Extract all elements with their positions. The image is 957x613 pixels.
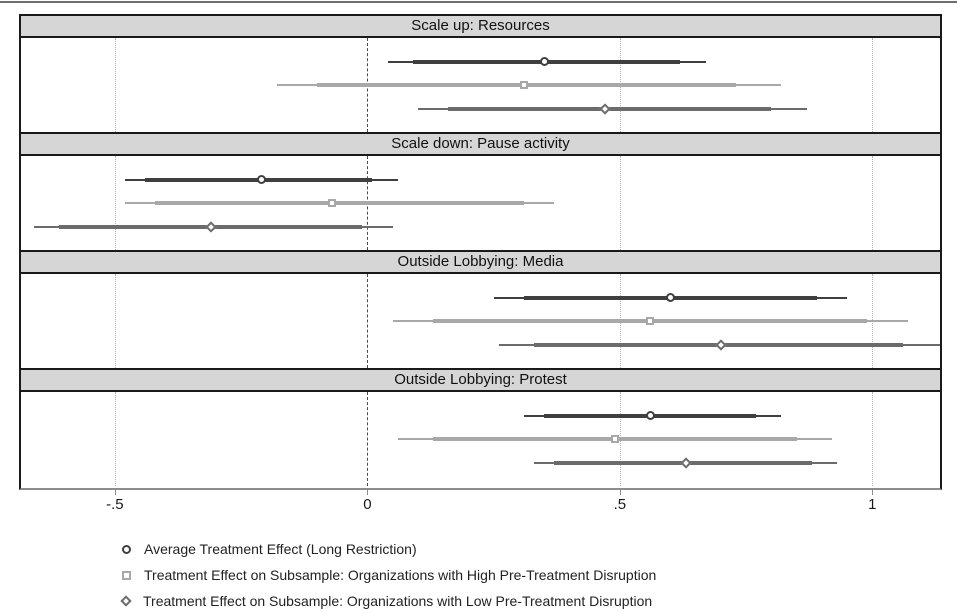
x-axis-tick-label: .5 — [613, 496, 627, 513]
panel-plot — [21, 38, 940, 132]
x-axis-tick — [367, 490, 369, 495]
panel-plot — [21, 156, 940, 250]
circle-point-marker — [645, 411, 655, 420]
diamond-point-marker — [715, 338, 727, 351]
panel-header: Outside Lobbying: Media — [21, 250, 940, 274]
legend: Average Treatment Effect (Long Restricti… — [120, 536, 656, 613]
x-axis-tick — [619, 490, 621, 495]
square-point-marker — [610, 435, 619, 443]
gridline-dotted — [114, 38, 116, 132]
gridline-dotted — [872, 38, 874, 132]
legend-label: Treatment Effect on Subsample: Organizat… — [144, 567, 657, 583]
zero-reference-line — [367, 392, 369, 486]
legend-item-high-disruption: Treatment Effect on Subsample: Organizat… — [122, 562, 656, 588]
figure-top-rule — [0, 1, 957, 3]
plot-frame: Scale up: Resources Scale down: Pause act… — [19, 14, 942, 490]
panel-plot — [21, 274, 940, 368]
panel-header: Scale down: Pause activity — [21, 132, 940, 156]
square-marker-icon — [122, 570, 131, 580]
square-point-marker — [519, 81, 528, 89]
gridline-dotted — [114, 274, 116, 368]
panel-header: Scale up: Resources — [21, 16, 940, 38]
legend-label: Average Treatment Effect (Long Restricti… — [144, 541, 417, 557]
x-axis-tick-label: -.5 — [106, 496, 124, 513]
gridline-dotted — [872, 392, 874, 486]
zero-reference-line — [367, 274, 369, 368]
panel-plot — [21, 392, 940, 486]
gridline-dotted — [114, 156, 116, 250]
x-axis-tick — [114, 490, 116, 495]
square-point-marker — [646, 317, 655, 325]
diamond-point-marker — [205, 220, 217, 233]
legend-label: Treatment Effect on Subsample: Organizat… — [143, 593, 653, 609]
diamond-point-marker — [599, 102, 611, 115]
panel-header: Outside Lobbying: Protest — [21, 368, 940, 392]
x-axis-tick-label: 1 — [868, 496, 877, 513]
circle-point-marker — [256, 175, 266, 184]
legend-item-ate: Average Treatment Effect (Long Restricti… — [122, 536, 656, 562]
gridline-dotted — [619, 156, 621, 250]
x-axis-tick-label: 0 — [363, 496, 372, 513]
diamond-point-marker — [679, 456, 692, 469]
x-axis-tick — [872, 490, 874, 495]
circle-point-marker — [539, 57, 549, 66]
legend-item-low-disruption: Treatment Effect on Subsample: Organizat… — [120, 588, 656, 613]
diamond-marker-icon — [120, 595, 132, 607]
circle-point-marker — [665, 293, 675, 302]
circle-marker-icon — [122, 544, 131, 554]
ci-90-line — [155, 201, 524, 205]
gridline-dotted — [872, 156, 874, 250]
square-point-marker — [328, 199, 337, 207]
gridline-dotted — [114, 392, 116, 486]
